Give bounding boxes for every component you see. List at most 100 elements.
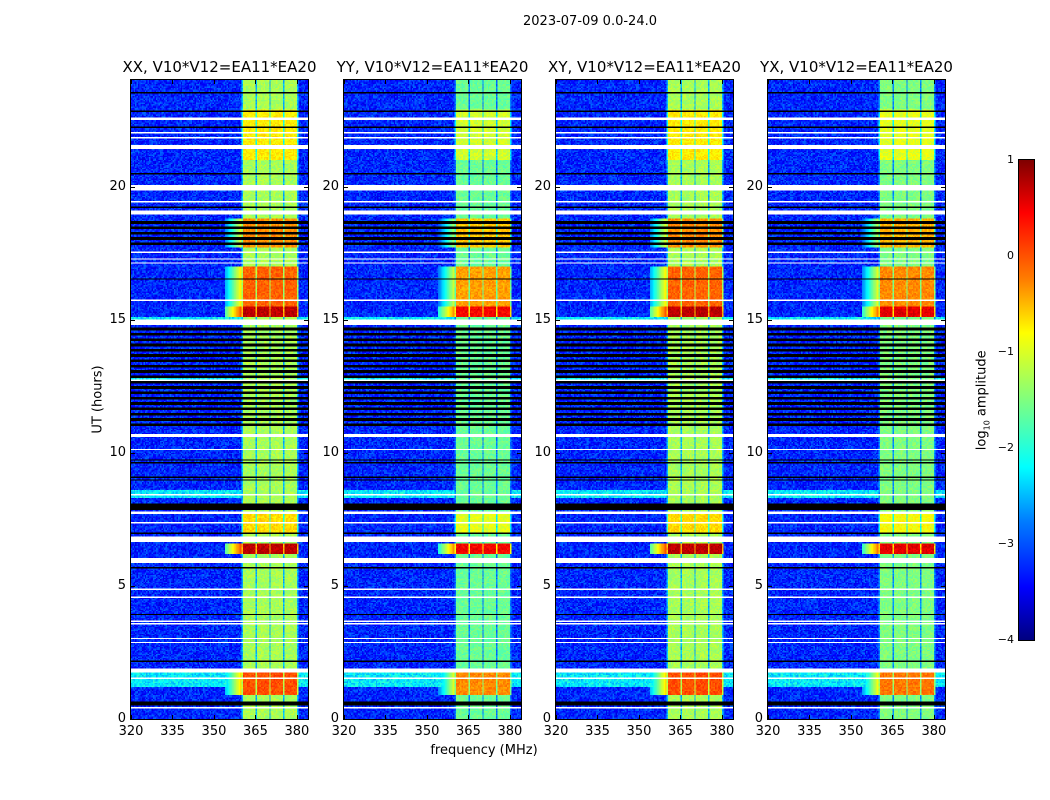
y-tick-mark [131, 319, 135, 321]
colorbar-label: log10 amplitude [975, 337, 992, 463]
x-tick-label: 320 [543, 724, 569, 739]
x-tick-mark [255, 715, 257, 719]
x-tick-label: 335 [373, 724, 398, 739]
panel-title: XX, V10*V12=EA11*EA20 [122, 58, 317, 76]
x-tick-label: 335 [160, 724, 185, 739]
y-tick-mark [768, 452, 772, 454]
x-tick-mark [597, 80, 599, 84]
x-tick-label: 350 [414, 724, 440, 739]
x-tick-mark [721, 715, 723, 719]
y-tick-label: 10 [746, 444, 763, 460]
y-tick-label: 5 [542, 577, 551, 593]
x-tick-label: 320 [118, 724, 144, 739]
y-tick-mark [941, 319, 945, 321]
x-tick-mark [385, 80, 387, 84]
x-tick-label: 335 [797, 724, 822, 739]
y-tick-mark [768, 319, 772, 321]
x-tick-label: 350 [201, 724, 227, 739]
colorbar [1018, 159, 1035, 641]
y-tick-mark [729, 585, 733, 587]
figure-title: 2023-07-09 0.0-24.0 [523, 14, 657, 29]
x-tick-mark [509, 715, 511, 719]
panel-title: XY, V10*V12=EA11*EA20 [548, 58, 741, 76]
y-tick-label: 5 [117, 577, 126, 593]
y-tick-mark [131, 186, 135, 188]
x-tick-label: 365 [880, 724, 905, 739]
y-tick-mark [729, 186, 733, 188]
x-tick-mark [721, 80, 723, 84]
y-tick-label: 20 [746, 178, 763, 194]
y-tick-label: 15 [746, 311, 763, 327]
x-tick-label: 350 [626, 724, 652, 739]
x-tick-label: 365 [668, 724, 693, 739]
x-tick-mark [385, 715, 387, 719]
y-tick-label: 0 [330, 711, 339, 726]
y-tick-mark [304, 319, 308, 321]
spectrogram-heatmap [344, 80, 521, 719]
y-tick-mark [556, 186, 560, 188]
x-tick-mark [296, 715, 298, 719]
y-tick-mark [729, 452, 733, 454]
spectrogram-panel [343, 79, 522, 720]
y-tick-label: 20 [322, 178, 339, 194]
y-tick-mark [344, 452, 348, 454]
y-tick-mark [344, 585, 348, 587]
x-tick-mark [426, 80, 428, 84]
x-tick-label: 320 [755, 724, 781, 739]
x-tick-mark [850, 715, 852, 719]
x-tick-mark [892, 80, 894, 84]
y-tick-mark [556, 319, 560, 321]
x-tick-mark [255, 80, 257, 84]
x-tick-mark [597, 715, 599, 719]
colorbar-label-rest: amplitude [974, 350, 990, 421]
y-tick-mark [941, 186, 945, 188]
y-tick-label: 0 [542, 711, 551, 726]
y-tick-mark [768, 186, 772, 188]
x-axis-label: frequency (MHz) [430, 743, 538, 758]
y-tick-mark [941, 452, 945, 454]
x-tick-mark [556, 715, 557, 719]
colorbar-tick-label: −2 [997, 441, 1014, 454]
x-tick-label: 365 [456, 724, 481, 739]
colorbar-tick-label: 1 [1007, 153, 1014, 166]
x-tick-mark [892, 715, 894, 719]
x-tick-label: 320 [331, 724, 357, 739]
y-tick-label: 20 [109, 178, 126, 194]
x-tick-mark [426, 715, 428, 719]
y-tick-label: 15 [534, 311, 551, 327]
y-tick-label: 15 [322, 311, 339, 327]
x-tick-label: 380 [497, 724, 523, 739]
colorbar-label-sub: 10 [982, 420, 992, 431]
x-tick-mark [131, 80, 132, 84]
spectrogram-panel [767, 79, 946, 720]
y-tick-mark [517, 186, 521, 188]
colorbar-tick-label: −4 [997, 633, 1014, 646]
x-tick-label: 350 [838, 724, 864, 739]
y-tick-label: 0 [754, 711, 763, 726]
x-tick-mark [809, 715, 811, 719]
x-tick-mark [296, 80, 298, 84]
y-tick-mark [517, 585, 521, 587]
y-tick-label: 10 [109, 444, 126, 460]
y-axis-label: UT (hours) [90, 365, 106, 434]
x-tick-mark [509, 80, 511, 84]
x-tick-mark [933, 715, 935, 719]
x-tick-mark [213, 715, 215, 719]
y-tick-mark [344, 186, 348, 188]
x-tick-mark [680, 715, 682, 719]
x-tick-mark [344, 80, 345, 84]
x-tick-mark [344, 715, 345, 719]
y-tick-mark [131, 585, 135, 587]
y-tick-label: 0 [117, 711, 126, 726]
y-tick-mark [768, 719, 772, 720]
y-tick-mark [131, 719, 135, 720]
x-tick-label: 365 [243, 724, 268, 739]
x-tick-label: 380 [284, 724, 310, 739]
y-tick-mark [517, 452, 521, 454]
y-tick-label: 5 [754, 577, 763, 593]
y-tick-mark [304, 186, 308, 188]
x-tick-mark [933, 80, 935, 84]
panel-title: YX, V10*V12=EA11*EA20 [760, 58, 953, 76]
y-tick-mark [131, 452, 135, 454]
y-tick-mark [556, 719, 560, 720]
